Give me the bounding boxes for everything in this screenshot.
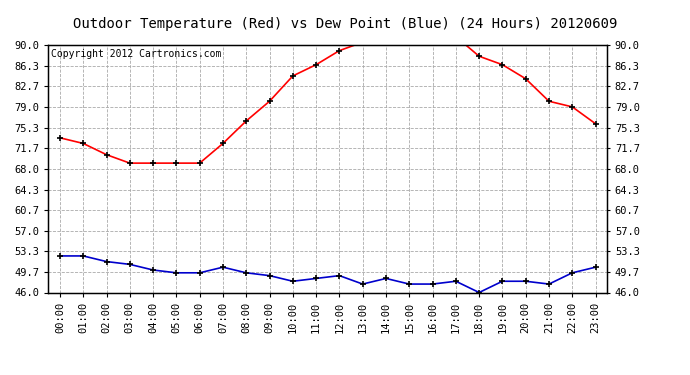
Text: Copyright 2012 Cartronics.com: Copyright 2012 Cartronics.com: [51, 49, 221, 59]
Text: Outdoor Temperature (Red) vs Dew Point (Blue) (24 Hours) 20120609: Outdoor Temperature (Red) vs Dew Point (…: [73, 17, 617, 31]
